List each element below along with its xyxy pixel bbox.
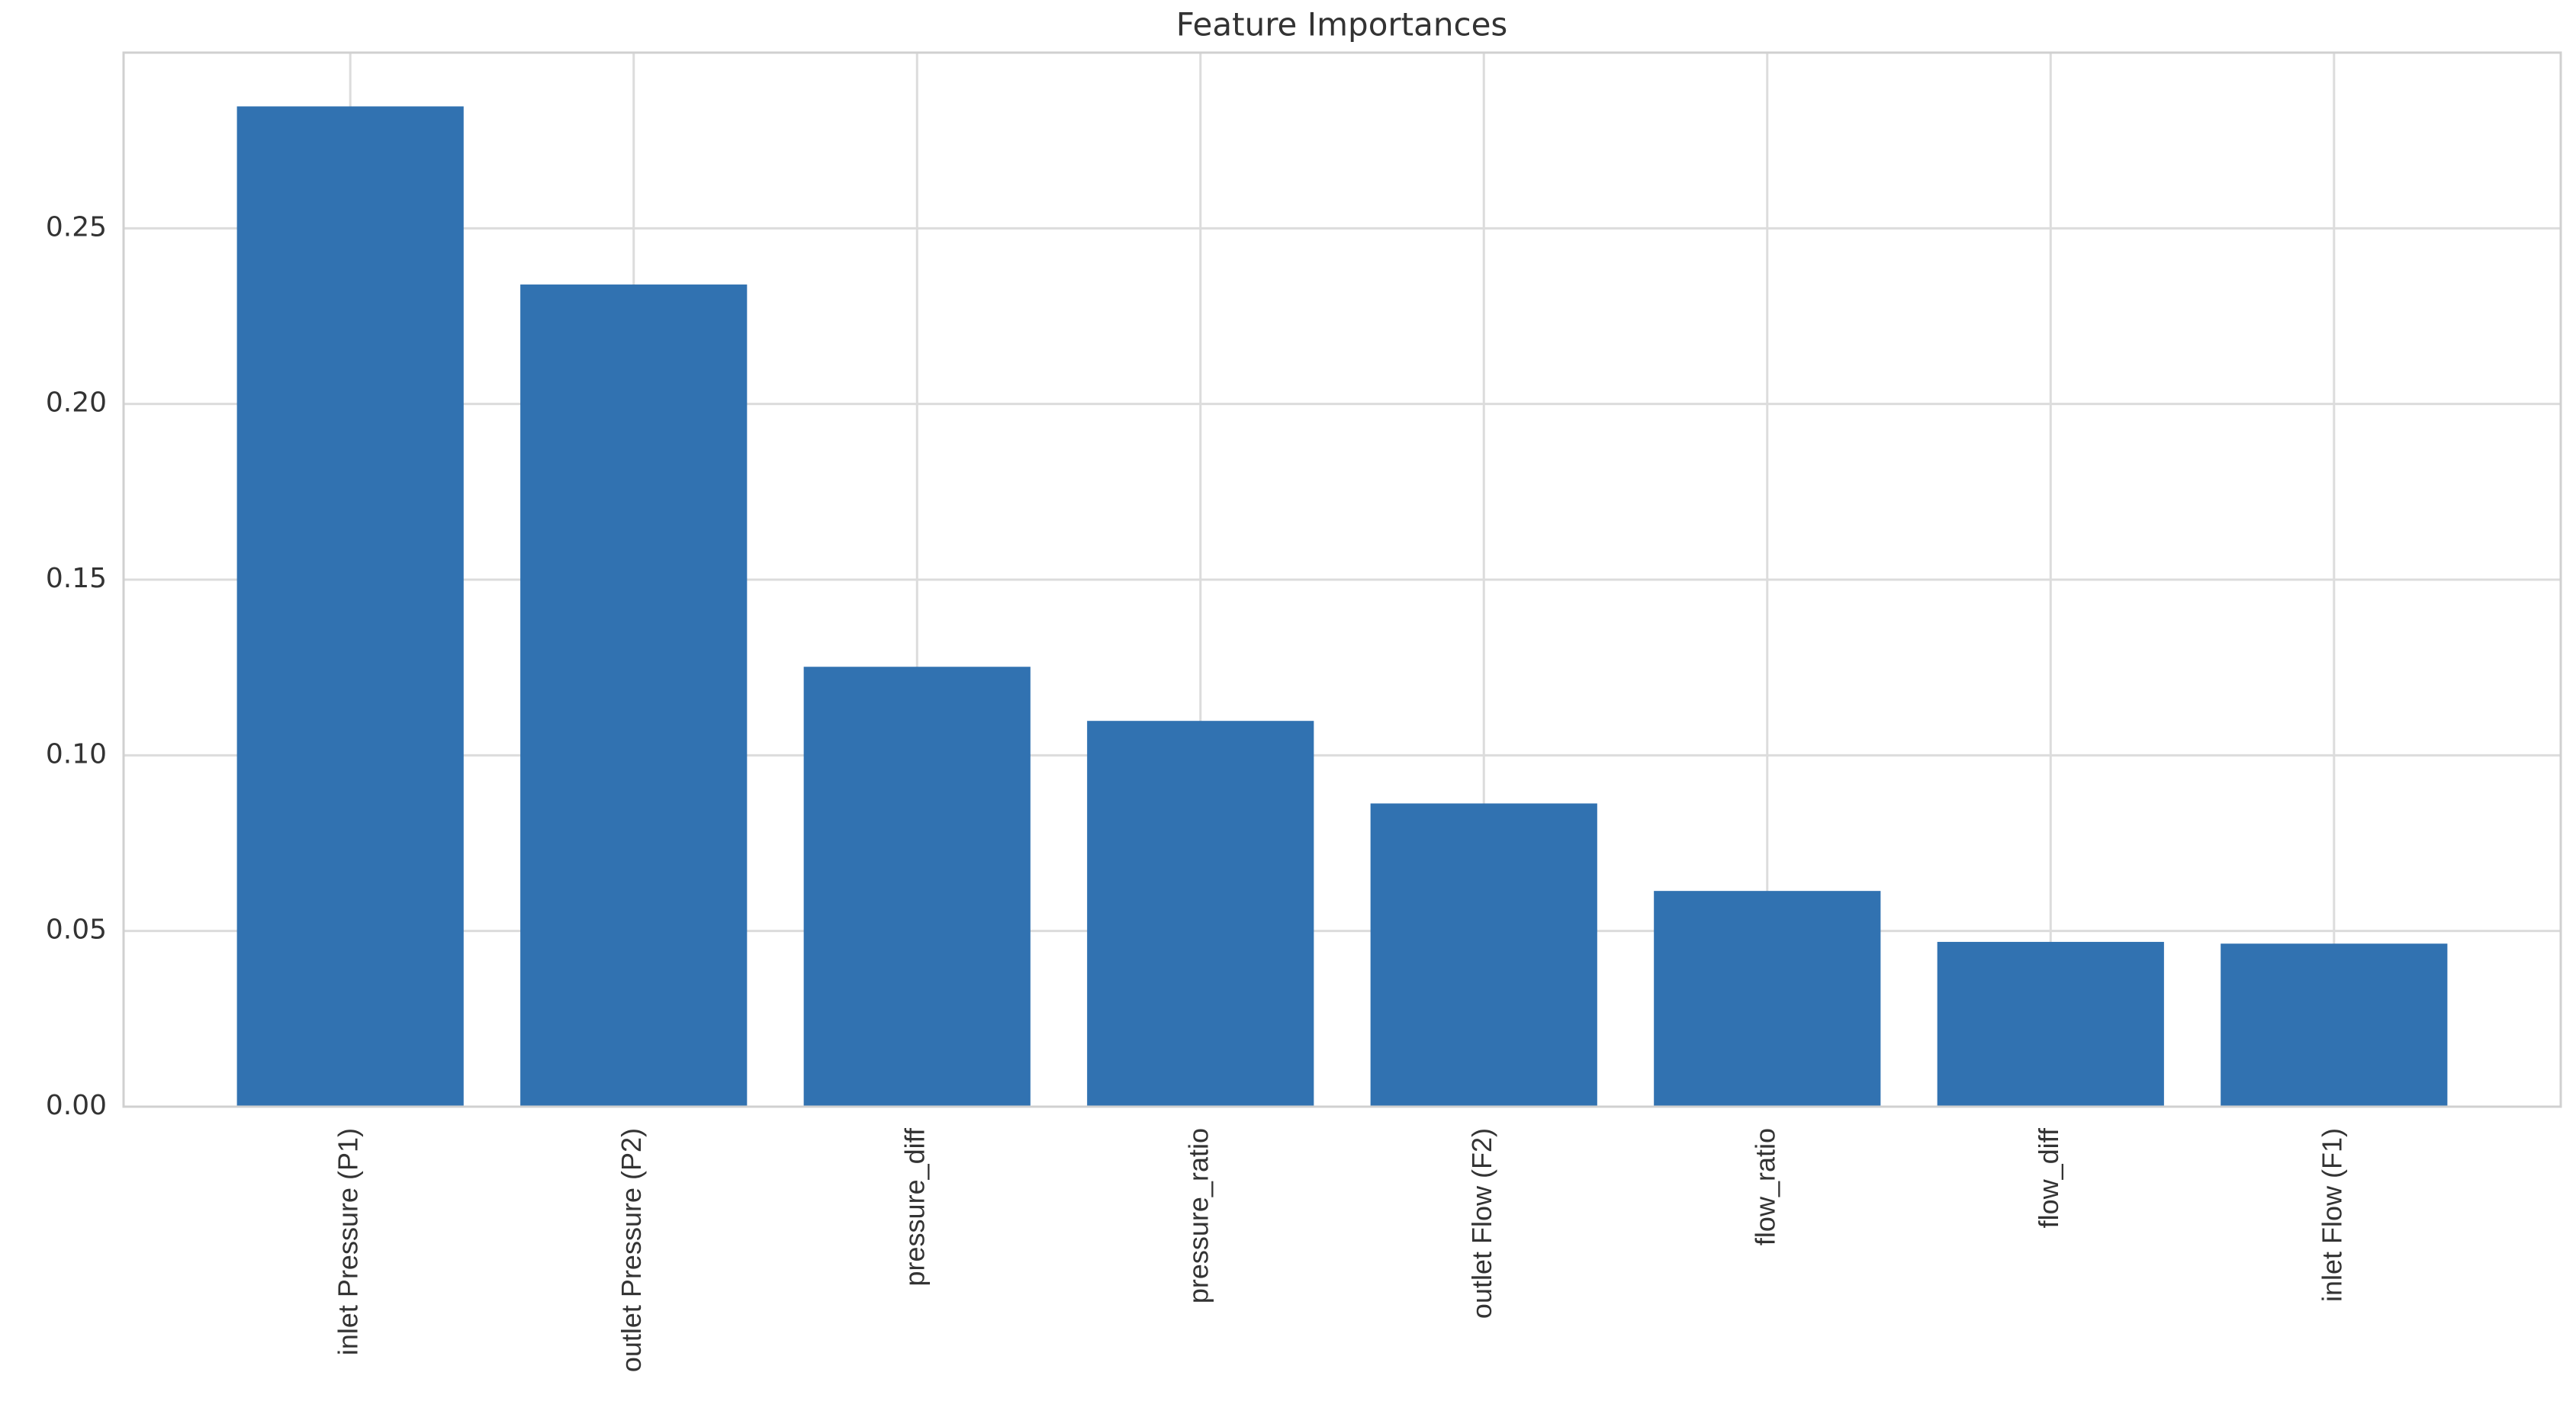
x-tick-label: flow_diff [2033, 1127, 2064, 1228]
y-tick-label: 0.20 [46, 387, 107, 419]
plot-frame [122, 51, 2562, 1108]
bar [2221, 943, 2448, 1107]
y-tick-label: 0.10 [46, 738, 107, 770]
x-tick-label: outlet Pressure (P2) [616, 1128, 647, 1372]
chart-title: Feature Importances [1176, 6, 1508, 43]
y-tick-label: 0.25 [46, 211, 107, 243]
x-tick-label: pressure_ratio [1182, 1128, 1214, 1303]
x-tick-label: flow_ratio [1749, 1128, 1780, 1245]
x-tick-label: inlet Pressure (P1) [333, 1128, 364, 1355]
x-tick-label: pressure_diff [899, 1127, 931, 1286]
bar [1087, 721, 1314, 1107]
bar [1937, 941, 2164, 1107]
y-tick-label: 0.00 [46, 1090, 107, 1121]
bar [1370, 803, 1597, 1107]
bar [1654, 891, 1881, 1107]
bar [236, 106, 464, 1107]
y-tick-label: 0.15 [46, 563, 107, 594]
y-tick-label: 0.05 [46, 914, 107, 946]
bar [520, 284, 748, 1107]
bar [803, 667, 1031, 1107]
x-tick-label: outlet Flow (F2) [1466, 1128, 1497, 1319]
x-tick-label: inlet Flow (F1) [2316, 1128, 2347, 1302]
